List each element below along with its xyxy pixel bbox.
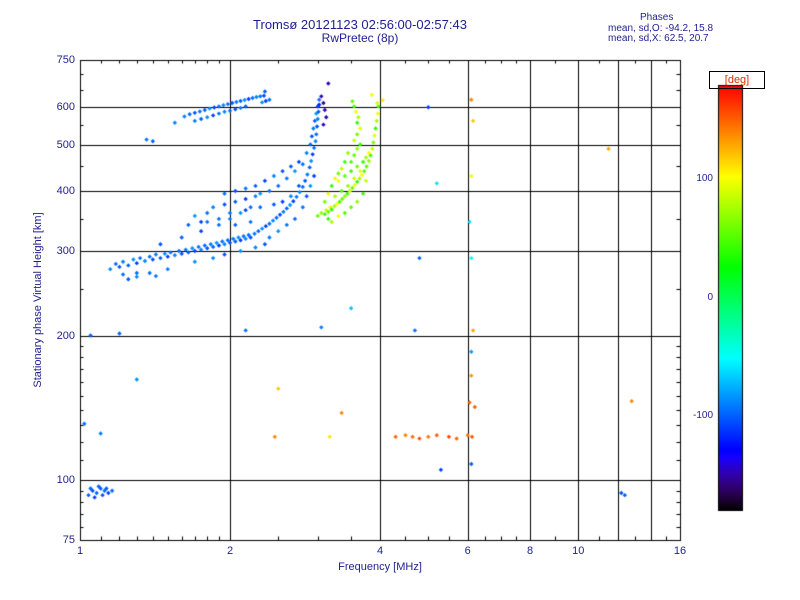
x-tick-label: 6 (464, 545, 471, 557)
x-tick-label: 4 (376, 545, 384, 557)
y-tick-label: 300 (56, 245, 75, 257)
x-tick-label: 2 (226, 545, 234, 557)
colorbar-tick-label: 0 (707, 291, 713, 303)
x-axis-label: Frequency [MHz] (338, 561, 422, 573)
colorbar-tick-label: -100 (692, 409, 713, 421)
stats-mean-sd-x: mean, sd,X: 62.5, 20.7 (608, 33, 709, 44)
y-tick-label: 750 (56, 54, 75, 66)
y-tick-label: 600 (56, 100, 75, 113)
x-tick-label: 8 (526, 545, 534, 557)
y-tick-label: 100 (56, 474, 75, 487)
colorbar-unit-label: [deg] (709, 71, 765, 89)
colorbar-tick-label: 100 (696, 173, 713, 185)
plot-title: Tromsø 20121123 02:56:00-02:57:43 (253, 17, 467, 32)
y-tick-label: 400 (56, 185, 75, 198)
y-tick-label: 75 (62, 534, 75, 546)
y-tick-label: 500 (56, 138, 75, 151)
stats-mean-sd-o: mean, sd,O: -94.2, 15.8 (608, 22, 714, 34)
stats-header: Phases (640, 12, 674, 23)
y-tick-label: 200 (56, 329, 75, 342)
x-tick-label: 10 (572, 545, 585, 557)
y-axis-label: Stationary phase Virtual Height [km] (32, 212, 44, 388)
x-tick-label: 16 (673, 545, 687, 557)
phase-stats-block: Phases mean, sd,O: -94.2, 15.8 mean, sd,… (608, 12, 773, 45)
plot-subtitle: RwPretec (8p) (321, 31, 399, 45)
x-tick-label: 1 (76, 545, 84, 557)
